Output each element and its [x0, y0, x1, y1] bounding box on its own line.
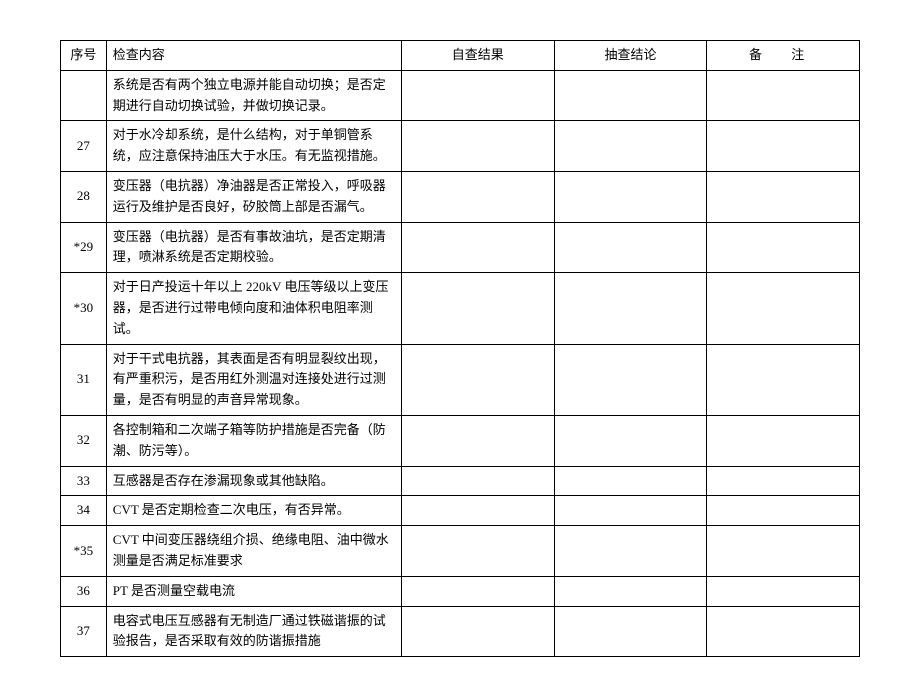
- cell-spot-check: [554, 222, 707, 273]
- cell-content: 电容式电压互感器有无制造厂通过铁磁谐振的试验报告，是否采取有效的防谐振措施: [106, 606, 401, 657]
- cell-remark: [707, 171, 860, 222]
- cell-spot-check: [554, 576, 707, 606]
- table-body: 系统是否有两个独立电源并能自动切换；是否定期进行自动切换试验，并做切换记录。27…: [61, 70, 860, 656]
- cell-self-check: [401, 121, 554, 172]
- cell-self-check: [401, 415, 554, 466]
- cell-self-check: [401, 606, 554, 657]
- cell-content: 互感器是否存在渗漏现象或其他缺陷。: [106, 466, 401, 496]
- cell-remark: [707, 576, 860, 606]
- cell-spot-check: [554, 121, 707, 172]
- cell-spot-check: [554, 415, 707, 466]
- header-seq: 序号: [61, 41, 107, 71]
- table-row: 37电容式电压互感器有无制造厂通过铁磁谐振的试验报告，是否采取有效的防谐振措施: [61, 606, 860, 657]
- cell-spot-check: [554, 606, 707, 657]
- cell-self-check: [401, 222, 554, 273]
- cell-content: 对于水冷却系统，是什么结构，对于单铜管系统，应注意保持油压大于水压。有无监视措施…: [106, 121, 401, 172]
- cell-content: 对于干式电抗器，其表面是否有明显裂纹出现，有严重积污，是否用红外测温对连接处进行…: [106, 344, 401, 415]
- cell-spot-check: [554, 70, 707, 121]
- cell-content: CVT 中间变压器绕组介损、绝缘电阻、油中微水测量是否满足标准要求: [106, 526, 401, 577]
- cell-remark: [707, 496, 860, 526]
- cell-remark: [707, 415, 860, 466]
- cell-spot-check: [554, 466, 707, 496]
- header-self-check: 自查结果: [401, 41, 554, 71]
- cell-seq: 28: [61, 171, 107, 222]
- cell-self-check: [401, 70, 554, 121]
- cell-seq: 27: [61, 121, 107, 172]
- cell-seq: 33: [61, 466, 107, 496]
- cell-self-check: [401, 496, 554, 526]
- cell-seq: 32: [61, 415, 107, 466]
- cell-self-check: [401, 171, 554, 222]
- table-header-row: 序号 检查内容 自查结果 抽查结论 备 注: [61, 41, 860, 71]
- table-row: 28变压器（电抗器）净油器是否正常投入，呼吸器运行及维护是否良好，矽胶筒上部是否…: [61, 171, 860, 222]
- table-row: 33互感器是否存在渗漏现象或其他缺陷。: [61, 466, 860, 496]
- cell-spot-check: [554, 526, 707, 577]
- cell-seq: 34: [61, 496, 107, 526]
- table-row: 31对于干式电抗器，其表面是否有明显裂纹出现，有严重积污，是否用红外测温对连接处…: [61, 344, 860, 415]
- table-row: 36PT 是否测量空载电流: [61, 576, 860, 606]
- table-row: *30对于日产投运十年以上 220kV 电压等级以上变压器，是否进行过带电倾向度…: [61, 273, 860, 344]
- cell-seq: 36: [61, 576, 107, 606]
- cell-remark: [707, 70, 860, 121]
- cell-content: PT 是否测量空载电流: [106, 576, 401, 606]
- cell-remark: [707, 344, 860, 415]
- cell-spot-check: [554, 171, 707, 222]
- cell-content: CVT 是否定期检查二次电压，有否异常。: [106, 496, 401, 526]
- cell-remark: [707, 466, 860, 496]
- cell-spot-check: [554, 496, 707, 526]
- inspection-table: 序号 检查内容 自查结果 抽查结论 备 注 系统是否有两个独立电源并能自动切换；…: [60, 40, 860, 657]
- cell-spot-check: [554, 344, 707, 415]
- cell-spot-check: [554, 273, 707, 344]
- cell-seq: *35: [61, 526, 107, 577]
- cell-self-check: [401, 526, 554, 577]
- cell-content: 变压器（电抗器）净油器是否正常投入，呼吸器运行及维护是否良好，矽胶筒上部是否漏气…: [106, 171, 401, 222]
- cell-seq: *30: [61, 273, 107, 344]
- table-row: 27对于水冷却系统，是什么结构，对于单铜管系统，应注意保持油压大于水压。有无监视…: [61, 121, 860, 172]
- cell-remark: [707, 273, 860, 344]
- cell-self-check: [401, 466, 554, 496]
- cell-seq: *29: [61, 222, 107, 273]
- cell-content: 各控制箱和二次端子箱等防护措施是否完备（防潮、防污等）。: [106, 415, 401, 466]
- cell-remark: [707, 606, 860, 657]
- cell-seq: [61, 70, 107, 121]
- cell-remark: [707, 121, 860, 172]
- cell-content: 对于日产投运十年以上 220kV 电压等级以上变压器，是否进行过带电倾向度和油体…: [106, 273, 401, 344]
- cell-remark: [707, 222, 860, 273]
- cell-self-check: [401, 273, 554, 344]
- header-content: 检查内容: [106, 41, 401, 71]
- cell-self-check: [401, 576, 554, 606]
- table-row: 32各控制箱和二次端子箱等防护措施是否完备（防潮、防污等）。: [61, 415, 860, 466]
- cell-content: 系统是否有两个独立电源并能自动切换；是否定期进行自动切换试验，并做切换记录。: [106, 70, 401, 121]
- cell-seq: 31: [61, 344, 107, 415]
- cell-remark: [707, 526, 860, 577]
- table-row: *29变压器（电抗器）是否有事故油坑，是否定期清理，喷淋系统是否定期校验。: [61, 222, 860, 273]
- table-row: 系统是否有两个独立电源并能自动切换；是否定期进行自动切换试验，并做切换记录。: [61, 70, 860, 121]
- table-row: 34CVT 是否定期检查二次电压，有否异常。: [61, 496, 860, 526]
- header-remark: 备 注: [707, 41, 860, 71]
- cell-seq: 37: [61, 606, 107, 657]
- header-spot-check: 抽查结论: [554, 41, 707, 71]
- cell-content: 变压器（电抗器）是否有事故油坑，是否定期清理，喷淋系统是否定期校验。: [106, 222, 401, 273]
- table-row: *35CVT 中间变压器绕组介损、绝缘电阻、油中微水测量是否满足标准要求: [61, 526, 860, 577]
- cell-self-check: [401, 344, 554, 415]
